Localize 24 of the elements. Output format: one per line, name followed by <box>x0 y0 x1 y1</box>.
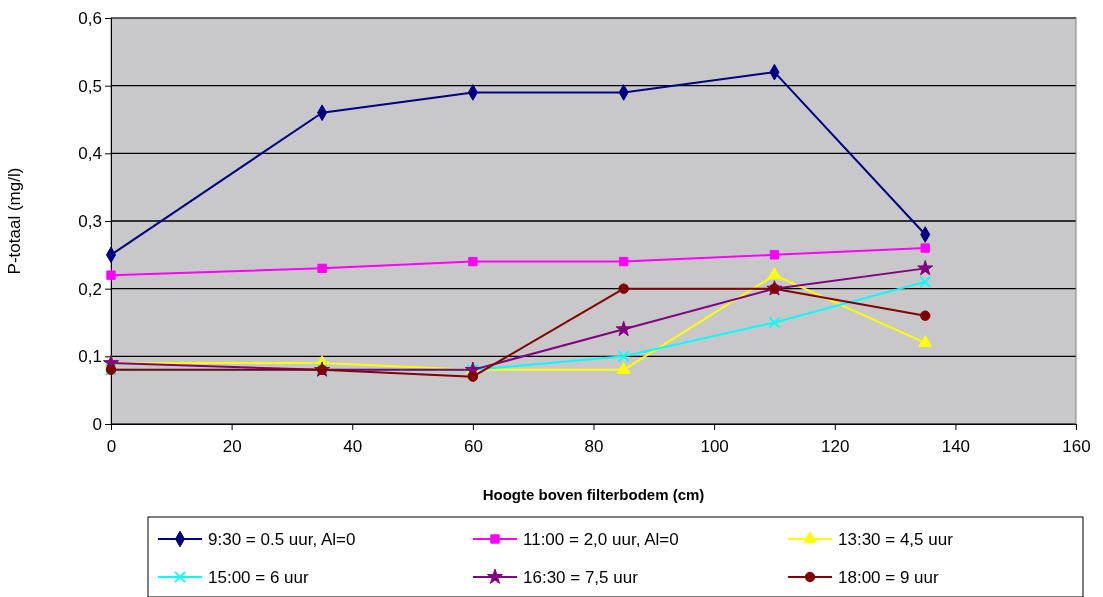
legend-label: 11:00 = 2,0 uur, Al=0 <box>523 530 679 549</box>
x-tick-label: 160 <box>1062 436 1091 456</box>
x-tick-label: 120 <box>821 436 850 456</box>
y-tick-label: 0,1 <box>78 347 102 367</box>
y-tick-label: 0 <box>92 414 102 434</box>
legend-label: 18:00 = 9 uur <box>838 568 939 587</box>
x-tick-label: 140 <box>941 436 971 456</box>
legend-label: 16:30 = 7,5 uur <box>523 568 639 587</box>
x-tick-label: 60 <box>463 436 483 456</box>
y-tick-label: 0,6 <box>78 8 102 28</box>
x-tick-label: 100 <box>700 436 729 456</box>
legend-label: 9:30 = 0.5 uur, Al=0 <box>208 530 356 549</box>
y-tick-label: 0,4 <box>78 144 102 164</box>
x-tick-label: 80 <box>584 436 604 456</box>
legend-label: 13:30 = 4,5 uur <box>838 530 954 549</box>
x-tick-label: 40 <box>343 436 363 456</box>
y-tick-label: 0,2 <box>78 279 102 299</box>
x-axis-title: Hoogte boven filterbodem (cm) <box>482 486 705 503</box>
y-tick-label: 0,3 <box>78 211 102 231</box>
x-tick-label: 20 <box>222 436 242 456</box>
y-tick-label: 0,5 <box>78 76 102 96</box>
y-axis-title: P-totaal (mg/l) <box>5 167 24 275</box>
x-tick-label: 0 <box>106 436 117 456</box>
legend-label: 15:00 = 6 uur <box>208 568 309 587</box>
